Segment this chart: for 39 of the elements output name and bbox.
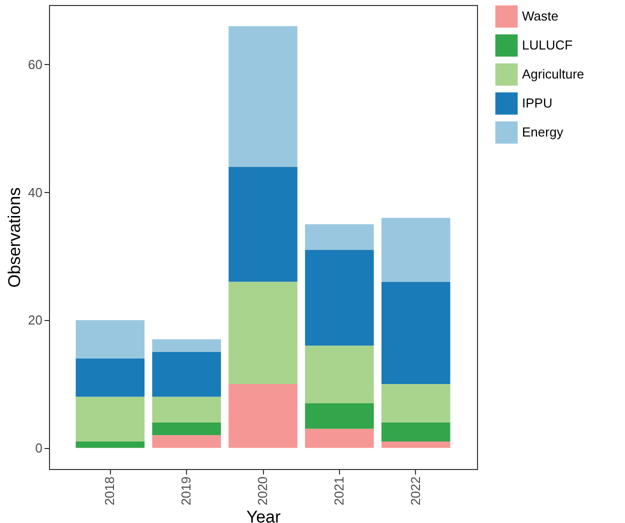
x-tick-label: 2018 (102, 476, 118, 506)
bar (381, 282, 450, 384)
bar (305, 250, 374, 346)
x-tick-label: 2019 (178, 476, 194, 506)
x-tick-label: 2020 (255, 476, 270, 506)
y-tick-label: 40 (28, 184, 42, 200)
legend-label: IPPU (522, 96, 552, 110)
bar (228, 282, 298, 384)
bar (305, 346, 374, 404)
bar (152, 352, 221, 397)
legend-label: Waste (522, 8, 558, 24)
bar (152, 435, 221, 448)
bar (152, 339, 221, 352)
bar (228, 26, 298, 167)
bar (305, 224, 374, 250)
bar (305, 403, 374, 429)
y-tick-label: 0 (35, 440, 42, 456)
y-tick-label: 20 (28, 312, 42, 328)
x-tick-label: 2022 (408, 476, 423, 506)
bar (381, 384, 450, 422)
y-tick-label: 60 (28, 56, 42, 72)
bar (305, 428, 374, 448)
bar (152, 396, 221, 422)
x-tick-label: 2021 (331, 476, 346, 506)
bar (76, 396, 145, 442)
bar (381, 218, 450, 282)
bar (76, 320, 145, 358)
bar (381, 422, 450, 442)
legend-label: Agriculture (522, 66, 584, 82)
bar (228, 384, 298, 448)
y-axis-title: Observations (5, 187, 24, 288)
x-axis-title: Year (246, 507, 282, 523)
legend-label: LULUCF (522, 38, 573, 52)
bar (152, 422, 221, 436)
bar (76, 358, 145, 397)
bar (76, 442, 145, 448)
legend-label: Energy (522, 124, 564, 140)
bar (228, 166, 298, 282)
bar (381, 442, 450, 448)
